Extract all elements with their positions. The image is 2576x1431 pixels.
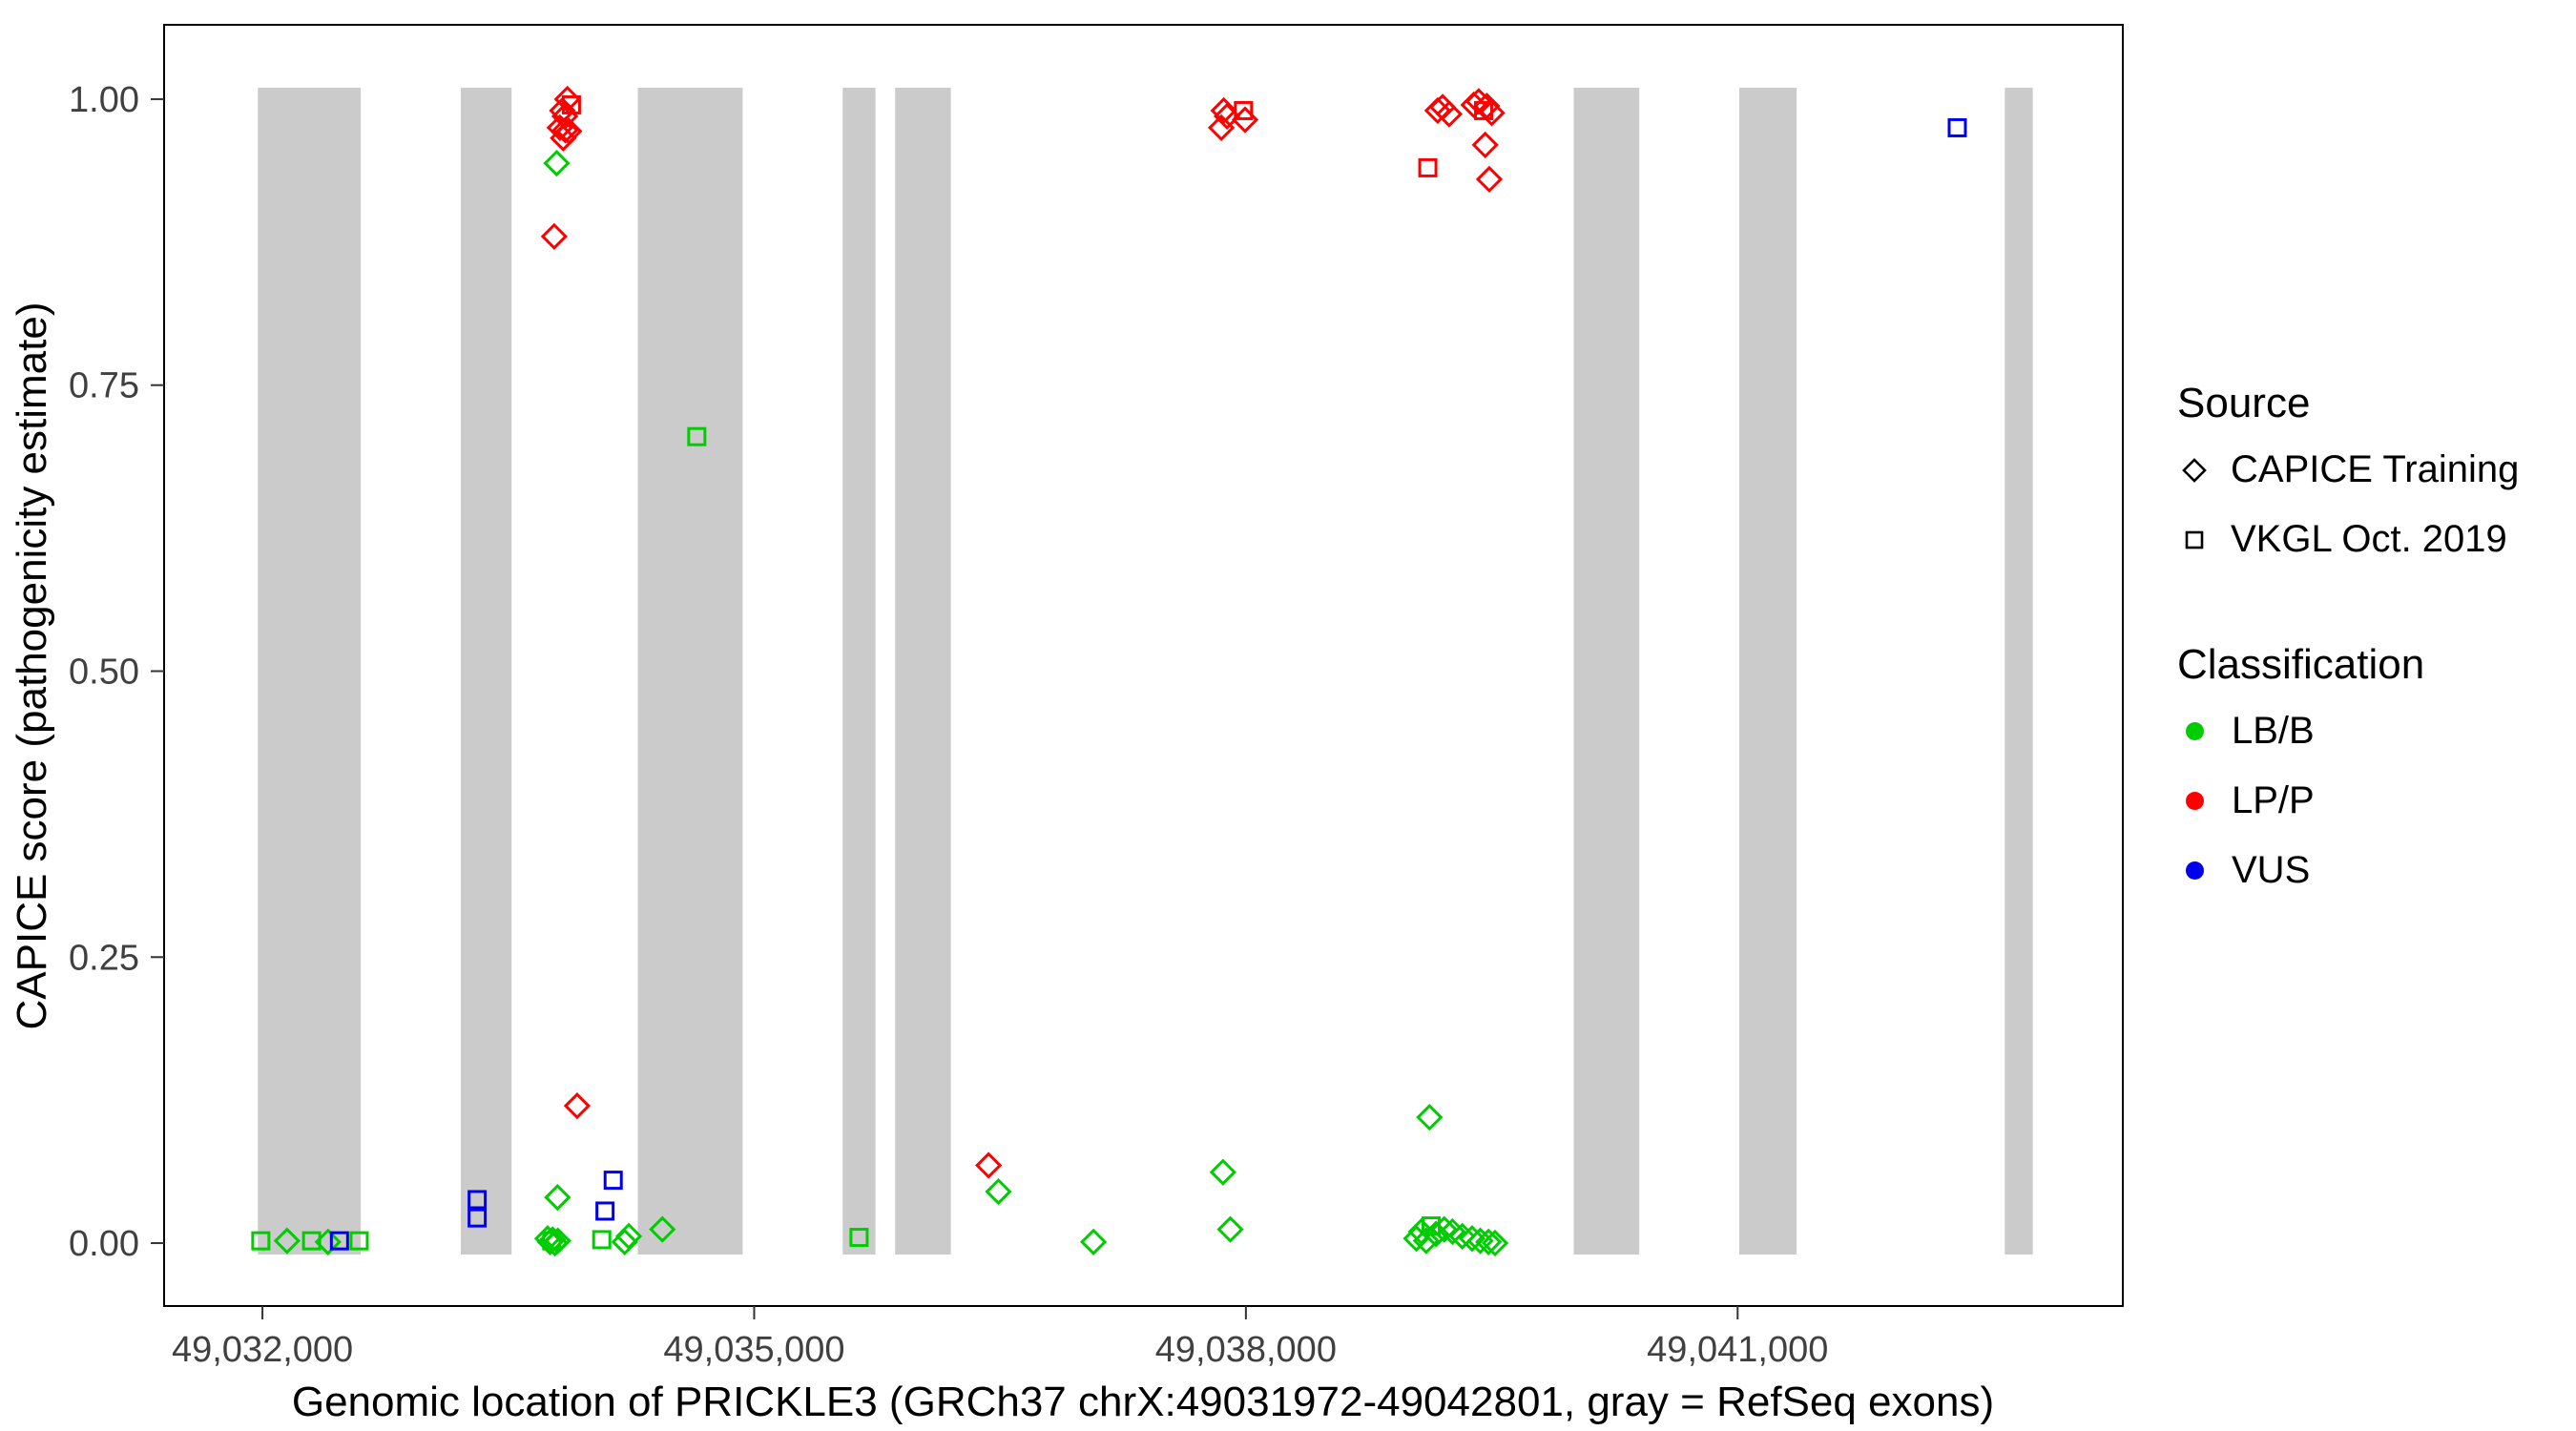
data-point (975, 1151, 1003, 1179)
data-point (1079, 1228, 1108, 1255)
data-point (1471, 131, 1499, 159)
x-tick-label: 49,041,000 (1647, 1330, 1828, 1370)
legend-item-label: VKGL Oct. 2019 (2231, 518, 2507, 560)
data-point (1412, 1227, 1440, 1255)
exon-bar (895, 87, 951, 1255)
legend-item-label: LP/P (2232, 779, 2315, 821)
data-point (649, 1215, 676, 1243)
data-point (563, 1092, 592, 1120)
data-point (551, 116, 579, 144)
data-point (595, 1201, 615, 1221)
legend-item-lbb: LB/B (2177, 710, 2559, 753)
data-point (1216, 1215, 1244, 1243)
legend-item-label: LB/B (2232, 710, 2315, 752)
data-point (349, 1231, 369, 1251)
data-point (1210, 96, 1237, 125)
exon-bar (258, 87, 362, 1255)
data-point (1473, 100, 1493, 120)
x-tick-label: 49,035,000 (663, 1330, 844, 1370)
data-point (1448, 1222, 1476, 1250)
lpp-dot-icon (2186, 792, 2204, 810)
data-point (1475, 165, 1504, 194)
exon-bar (1738, 87, 1797, 1255)
plot-layer: 49,032,000 49,035,000 49,038,000 49,041,000… (69, 24, 2124, 1370)
square-glyph-icon (2185, 530, 2204, 549)
exon-bar (842, 87, 876, 1255)
y-tick-label: 0.75 (69, 366, 139, 406)
exon-bar (1573, 87, 1640, 1255)
exon-bar (460, 87, 512, 1255)
legend-item-vkgl: VKGL Oct. 2019 (2177, 518, 2559, 561)
data-point (985, 1177, 1012, 1206)
y-axis-title: CAPICE score (pathogenicity estimate) (9, 302, 55, 1030)
data-point (251, 1231, 271, 1251)
x-axis-title: Genomic location of PRICKLE3 (GRCh37 chr… (292, 1379, 1994, 1425)
legend: Source CAPICE Training VKGL Oct. 2019 Cl… (2177, 380, 2559, 919)
y-tick-label: 0.00 (69, 1224, 139, 1264)
exon-bar (2005, 87, 2033, 1255)
data-point (611, 1228, 638, 1255)
data-point (1231, 106, 1259, 134)
legend-item-label: VUS (2232, 849, 2311, 891)
data-point (1234, 100, 1254, 120)
data-point (1947, 117, 1967, 137)
data-point (1430, 1215, 1458, 1243)
data-point (1418, 157, 1438, 177)
data-point (546, 114, 574, 142)
diamond-glyph-icon (2182, 457, 2207, 483)
data-point (467, 1190, 488, 1210)
legend-classification-title: Classification (2177, 641, 2425, 688)
data-point (1209, 1158, 1236, 1186)
legend-item-lpp: LP/P (2177, 779, 2559, 822)
legend-item-vus: VUS (2177, 849, 2559, 892)
data-point (687, 426, 707, 446)
data-point (314, 1228, 342, 1255)
x-tick-label: 49,038,000 (1155, 1330, 1337, 1370)
lbb-dot-icon (2186, 722, 2204, 740)
data-point (1435, 100, 1464, 128)
data-point (550, 124, 577, 152)
data-point (592, 1230, 612, 1250)
data-point (849, 1228, 869, 1248)
data-point (1481, 1229, 1509, 1257)
legend-item-capice-training: CAPICE Training (2177, 448, 2559, 491)
data-point (273, 1227, 301, 1255)
y-tick-label: 1.00 (69, 80, 139, 120)
y-tick-label: 0.25 (69, 938, 139, 978)
data-point (603, 1171, 623, 1191)
exon-bar (637, 87, 743, 1255)
data-point (543, 149, 571, 177)
legend-source-title: Source (2177, 380, 2311, 426)
data-point (1416, 1104, 1444, 1131)
data-point (614, 1222, 643, 1250)
data-point (1478, 99, 1506, 127)
panel-border (163, 24, 2124, 1307)
data-point (540, 222, 569, 250)
data-point (544, 1183, 571, 1212)
data-point (329, 1231, 349, 1251)
data-point (1475, 1228, 1503, 1255)
data-point (1458, 1225, 1486, 1253)
y-tick-label: 0.50 (69, 652, 139, 692)
vus-dot-icon (2186, 861, 2204, 880)
legend-item-label: CAPICE Training (2231, 448, 2520, 490)
data-point (544, 1227, 571, 1255)
data-point (467, 1208, 488, 1228)
data-point (542, 1231, 562, 1251)
x-tick-label: 49,032,000 (172, 1330, 353, 1370)
